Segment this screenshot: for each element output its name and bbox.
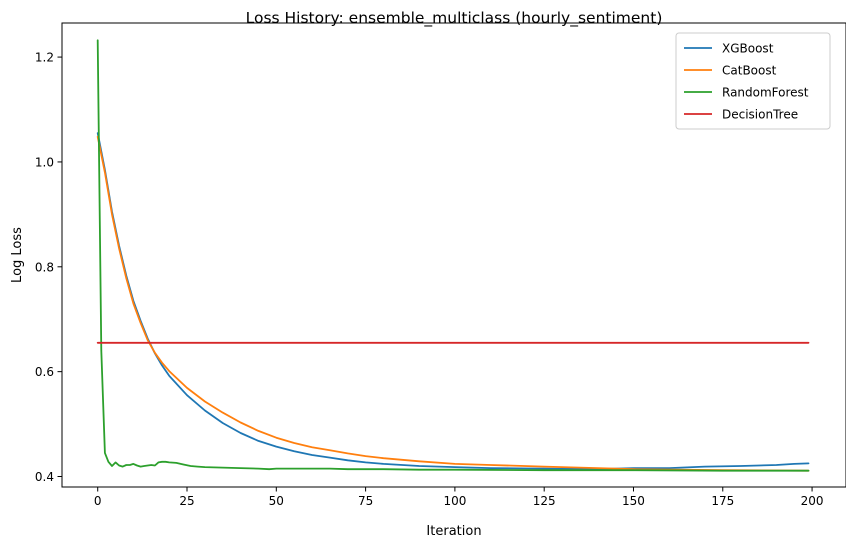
- y-tick-label: 0.4: [35, 470, 54, 484]
- y-tick-label: 1.0: [35, 155, 54, 169]
- x-tick-label: 200: [801, 494, 824, 508]
- series-line-catboost: [96, 135, 810, 472]
- x-tick-label: 25: [179, 494, 194, 508]
- x-tick-label: 175: [711, 494, 734, 508]
- x-tick-label: 100: [443, 494, 466, 508]
- legend-label-randomforest: RandomForest: [722, 86, 809, 100]
- y-tick-label: 0.8: [35, 260, 54, 274]
- x-tick-label: 50: [269, 494, 284, 508]
- x-tick-label: 125: [533, 494, 556, 508]
- x-axis-label: Iteration: [426, 524, 481, 539]
- legend-label-decisiontree: DecisionTree: [722, 108, 798, 122]
- y-tick-label: 1.2: [35, 51, 54, 65]
- x-tick-label: 150: [622, 494, 645, 508]
- legend: XGBoost CatBoost RandomForest DecisionTree: [675, 32, 831, 130]
- legend-frame: [675, 32, 831, 130]
- legend-label-xgboost: XGBoost: [722, 42, 774, 56]
- plot-frame: [61, 22, 846, 488]
- y-tick-label: 0.6: [35, 365, 54, 379]
- x-tick-label: 0: [94, 494, 102, 508]
- y-axis-label: Log Loss: [10, 227, 25, 283]
- series-line-randomforest: [96, 39, 810, 472]
- chart-title: Loss History: ensemble_multiclass (hourl…: [246, 9, 663, 28]
- x-tick-label: 75: [358, 494, 373, 508]
- legend-label-catboost: CatBoost: [722, 64, 777, 78]
